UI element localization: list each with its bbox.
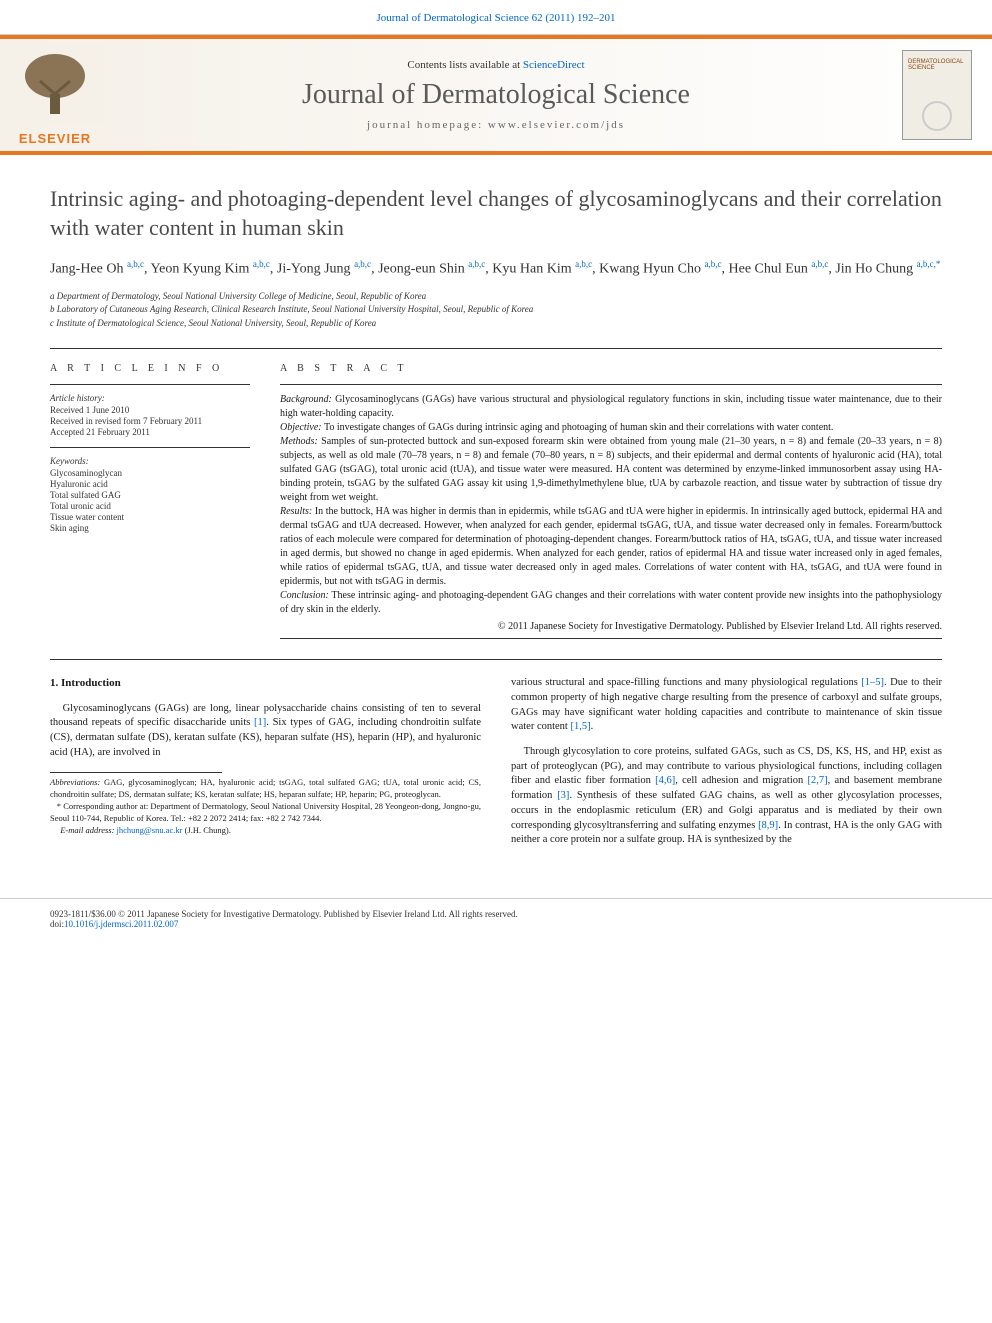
elsevier-tree-icon — [5, 46, 105, 126]
abstract-copyright: © 2011 Japanese Society for Investigativ… — [280, 621, 942, 632]
history-label: Article history: — [50, 393, 250, 403]
email-footnote: E-mail address: jhchung@snu.ac.kr (J.H. … — [50, 825, 481, 837]
abbrev-text: GAG, glycosaminoglycan; HA, hyaluronic a… — [50, 777, 481, 799]
authors-list: Jang-Hee Oh a,b,c, Yeon Kyung Kim a,b,c,… — [50, 258, 942, 280]
corresponding-text: Corresponding author at: Department of D… — [50, 801, 481, 823]
abstract-body: Background: Glycosaminoglycans (GAGs) ha… — [280, 393, 942, 617]
email-link[interactable]: jhchung@snu.ac.kr — [117, 825, 183, 835]
abstract-section: Conclusion: These intrinsic aging- and p… — [280, 589, 942, 617]
keyword: Glycosaminoglycan — [50, 468, 250, 478]
affiliations: a Department of Dermatology, Seoul Natio… — [50, 290, 942, 331]
abstract-column: A B S T R A C T Background: Glycosaminog… — [280, 363, 942, 639]
affiliation: b Laboratory of Cutaneous Aging Research… — [50, 303, 942, 317]
elsevier-logo-text: ELSEVIER — [5, 131, 105, 146]
affiliation: a Department of Dermatology, Seoul Natio… — [50, 290, 942, 304]
article-title: Intrinsic aging- and photoaging-dependen… — [50, 185, 942, 242]
journal-name: Journal of Dermatological Science — [302, 79, 690, 111]
abstract-text: In the buttock, HA was higher in dermis … — [280, 506, 942, 587]
page-footer: 0923-1811/$36.00 © 2011 Japanese Society… — [0, 898, 992, 939]
journal-homepage: journal homepage: www.elsevier.com/jds — [367, 119, 625, 131]
banner-right — [882, 39, 992, 151]
email-label: E-mail address: — [60, 825, 116, 835]
body-paragraph: Through glycosylation to core proteins, … — [511, 745, 942, 848]
sciencedirect-link[interactable]: ScienceDirect — [523, 59, 585, 71]
body-paragraph: various structural and space-filling fun… — [511, 676, 942, 735]
header-bar: Journal of Dermatological Science 62 (20… — [0, 0, 992, 35]
banner-left: ELSEVIER — [0, 39, 110, 151]
info-abstract-row: A R T I C L E I N F O Article history: R… — [50, 348, 942, 639]
article-info-column: A R T I C L E I N F O Article history: R… — [50, 363, 250, 639]
abstract-section: Background: Glycosaminoglycans (GAGs) ha… — [280, 393, 942, 421]
journal-ref-link[interactable]: Journal of Dermatological Science 62 (20… — [376, 12, 615, 24]
abstract-text: These intrinsic aging- and photoaging-de… — [280, 590, 942, 615]
abstract-text: Glycosaminoglycans (GAGs) have various s… — [280, 394, 942, 419]
journal-cover-thumbnail — [902, 50, 972, 140]
elsevier-block: ELSEVIER — [5, 46, 105, 146]
history-line: Received 1 June 2010 — [50, 405, 250, 415]
footer-copyright: 0923-1811/$36.00 © 2011 Japanese Society… — [50, 909, 942, 919]
keywords-label: Keywords: — [50, 456, 250, 466]
body-right-column: various structural and space-filling fun… — [511, 676, 942, 858]
abstract-label: Conclusion: — [280, 590, 329, 601]
doi-label: doi: — [50, 919, 64, 929]
main-content: Intrinsic aging- and photoaging-dependen… — [0, 155, 992, 878]
abstract-label: Background: — [280, 394, 332, 405]
abbrev-label: Abbreviations: — [50, 777, 100, 787]
body-left-column: 1. Introduction Glycosaminoglycans (GAGs… — [50, 676, 481, 858]
abstract-label: Results: — [280, 506, 312, 517]
banner-center: Contents lists available at ScienceDirec… — [110, 39, 882, 151]
abstract-heading: A B S T R A C T — [280, 363, 942, 374]
keyword: Total sulfated GAG — [50, 490, 250, 500]
abstract-section: Objective: To investigate changes of GAG… — [280, 421, 942, 435]
contents-line: Contents lists available at ScienceDirec… — [407, 59, 584, 71]
doi-link[interactable]: 10.1016/j.jdermsci.2011.02.007 — [64, 919, 178, 929]
keyword: Skin aging — [50, 523, 250, 533]
body-columns: 1. Introduction Glycosaminoglycans (GAGs… — [50, 676, 942, 858]
history-line: Accepted 21 February 2011 — [50, 427, 250, 437]
keyword: Total uronic acid — [50, 501, 250, 511]
abbreviations-footnote: Abbreviations: GAG, glycosaminoglycan; H… — [50, 777, 481, 801]
abstract-section: Methods: Samples of sun-protected buttoc… — [280, 435, 942, 505]
article-info-heading: A R T I C L E I N F O — [50, 363, 250, 374]
history-line: Received in revised form 7 February 2011 — [50, 416, 250, 426]
keyword: Hyaluronic acid — [50, 479, 250, 489]
abstract-text: To investigate changes of GAGs during in… — [322, 422, 834, 433]
abstract-section: Results: In the buttock, HA was higher i… — [280, 505, 942, 589]
keyword: Tissue water content — [50, 512, 250, 522]
abstract-label: Methods: — [280, 436, 318, 447]
journal-banner: ELSEVIER Contents lists available at Sci… — [0, 35, 992, 155]
body-paragraph: Glycosaminoglycans (GAGs) are long, line… — [50, 702, 481, 761]
affiliation: c Institute of Dermatological Science, S… — [50, 317, 942, 331]
abstract-label: Objective: — [280, 422, 322, 433]
contents-prefix: Contents lists available at — [407, 59, 522, 71]
corresponding-author-footnote: * Corresponding author at: Department of… — [50, 801, 481, 825]
introduction-heading: 1. Introduction — [50, 676, 481, 691]
footer-doi: doi:10.1016/j.jdermsci.2011.02.007 — [50, 919, 942, 929]
email-suffix: (J.H. Chung). — [182, 825, 230, 835]
abstract-text: Samples of sun-protected buttock and sun… — [280, 436, 942, 503]
